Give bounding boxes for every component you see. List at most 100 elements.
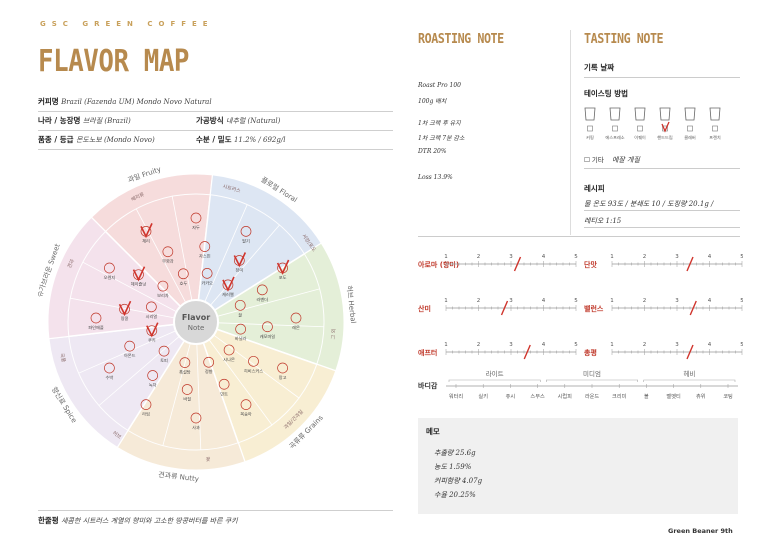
flavor-item[interactable]: 라벤더 <box>256 284 268 303</box>
flavor-item[interactable]: 카카오 <box>201 268 213 286</box>
flavor-item[interactable]: 시나몬 <box>223 344 235 363</box>
method-option[interactable]: 클레버 <box>684 107 696 141</box>
info-row-origin: 나라 / 농장명 브라질 (Brazil) 가공방식 내추럴 (Natural) <box>38 113 393 131</box>
flavor-item[interactable]: 딸기 <box>240 226 252 244</box>
body-group-label: 헤비 <box>683 369 695 378</box>
flavor-item[interactable]: 망고 <box>277 362 288 380</box>
score-tick-label: 4 <box>542 298 546 304</box>
flavor-item-icon <box>181 384 193 395</box>
score-marker[interactable] <box>523 344 531 360</box>
date-label: 기록 날짜 <box>584 63 615 72</box>
score-marker[interactable] <box>686 344 694 360</box>
check-mark-icon <box>661 121 670 133</box>
flavor-item[interactable]: 녹차 <box>147 370 159 389</box>
score-tick-label: 5 <box>740 342 743 348</box>
body-option-label[interactable]: 벨벳티 <box>666 392 681 400</box>
method-option[interactable]: 핸드드립 <box>657 107 673 140</box>
roast-time: 1차 크랙 7분 감소 <box>418 135 465 142</box>
body-option-label[interactable]: 스무스 <box>530 393 545 400</box>
score-tick-label: 1 <box>444 298 448 304</box>
score-label: 애프터 <box>418 348 437 357</box>
wheel-category-label: 허브 Herbal <box>345 285 358 324</box>
method-label: 프렌치 <box>709 134 721 141</box>
process-value: 내추럴 (Natural) <box>226 117 281 125</box>
body-option-label[interactable]: 코팅 <box>723 393 733 400</box>
method-icons: 커핑 에스프레소 이퀘이 핸드드립 클레버 프렌치 <box>584 107 721 141</box>
memo-line-1: 추출량 25.6g <box>434 449 476 457</box>
flavor-item[interactable]: 자스민 <box>199 241 211 260</box>
body-option-label[interactable]: 워터리 <box>449 392 464 400</box>
flavor-item[interactable]: 무화과 <box>162 246 174 265</box>
score-tick-label: 5 <box>740 298 743 304</box>
flavor-item-icon <box>104 262 115 274</box>
score-marker[interactable] <box>686 256 694 272</box>
method-checkbox[interactable] <box>637 125 643 132</box>
flavor-item[interactable]: 헤이즐넛 <box>131 266 147 288</box>
body-option-label[interactable]: 시럽피 <box>558 392 573 400</box>
body-option-label[interactable]: 쥬시 <box>506 393 516 400</box>
method-checkbox[interactable] <box>612 125 618 132</box>
score-tick-label: 4 <box>708 254 712 260</box>
other-checkbox[interactable]: ☐ <box>584 156 590 164</box>
flavor-item[interactable]: 호두 <box>177 268 189 287</box>
body-option-label[interactable]: 볼 <box>644 393 649 400</box>
flavor-item[interactable]: 흑설탕 <box>179 357 191 376</box>
flavor-item[interactable]: 캐모마일 <box>260 321 276 340</box>
flavor-item[interactable]: 정향 <box>203 356 215 374</box>
method-option[interactable]: 커핑 <box>584 107 596 141</box>
check-mark-icon <box>140 223 153 239</box>
flavor-item[interactable]: 쿠키 <box>146 322 159 344</box>
method-checkbox[interactable] <box>712 125 718 132</box>
flavor-item[interactable]: 장미 <box>233 252 247 273</box>
method-checkbox[interactable] <box>587 125 593 132</box>
flavor-item[interactable]: 포도 <box>276 259 290 280</box>
method-option[interactable]: 프렌치 <box>709 107 721 141</box>
flavor-item-icon <box>158 345 170 357</box>
method-label: 핸드드립 <box>657 134 673 140</box>
wheel-sub-label: 허브 <box>111 430 123 441</box>
memo-line-2: 농도 1.59% <box>434 463 472 471</box>
score-tick-label: 2 <box>477 254 481 260</box>
flavor-item[interactable]: 자두 <box>190 212 202 231</box>
flavor-item[interactable]: 오렌지 <box>104 262 116 281</box>
method-option[interactable]: 이퀘이 <box>634 107 646 141</box>
body-option-label[interactable]: 실키 <box>478 392 488 400</box>
flavor-item[interactable]: 민트 <box>218 378 230 396</box>
flavor-item[interactable]: 히비스커스 <box>244 355 263 374</box>
score-marker[interactable] <box>513 256 522 272</box>
score-tick-label: 4 <box>542 342 546 348</box>
flavor-item[interactable]: 사과 <box>190 412 202 431</box>
flavor-item-icon <box>235 323 246 335</box>
body-option-label[interactable]: 츄위 <box>696 392 706 400</box>
score-tick-label: 3 <box>509 342 513 348</box>
flavor-item[interactable]: 아몬드 <box>124 340 136 359</box>
flavor-item[interactable]: 보리차 <box>157 280 169 299</box>
flavor-item[interactable]: 파인애플 <box>88 312 104 331</box>
brew-method-icon <box>584 107 596 121</box>
flavor-item[interactable]: 복숭아 <box>240 399 252 418</box>
score-tick-label: 3 <box>509 298 513 304</box>
score-marker[interactable] <box>500 300 509 316</box>
flavor-item-label: 흑설탕 <box>179 369 191 376</box>
moisture-value: 11.2% / 692g/l <box>233 136 286 144</box>
flavor-item[interactable]: 캐러멜 <box>222 276 235 298</box>
flavor-item[interactable]: 체리 <box>140 223 153 244</box>
variety-label: 품종 / 등급 <box>38 135 74 144</box>
flavor-item[interactable]: 수박 <box>104 362 115 381</box>
flavor-item[interactable]: 바질 <box>181 384 193 402</box>
flavor-item[interactable]: 꿀 <box>234 299 246 317</box>
flavor-item[interactable]: 바닐라 <box>235 323 247 342</box>
score-tick-label: 2 <box>643 254 647 260</box>
score-marker[interactable] <box>689 300 697 316</box>
flavor-item[interactable]: 라임 <box>140 399 152 418</box>
flavor-item[interactable]: 땅콩 <box>118 300 132 321</box>
body-option-label[interactable]: 라운드 <box>585 392 600 400</box>
flavor-item[interactable]: 토피 <box>158 345 170 364</box>
method-checkbox[interactable] <box>687 125 693 132</box>
flavor-item[interactable]: 레몬 <box>290 312 302 331</box>
score-tick-label: 3 <box>675 254 679 260</box>
flavor-item[interactable]: 시리얼 <box>146 301 158 320</box>
method-option[interactable]: 에스프레소 <box>605 107 625 141</box>
flavor-item-label: 민트 <box>220 390 228 396</box>
body-option-label[interactable]: 크리미 <box>612 392 627 400</box>
